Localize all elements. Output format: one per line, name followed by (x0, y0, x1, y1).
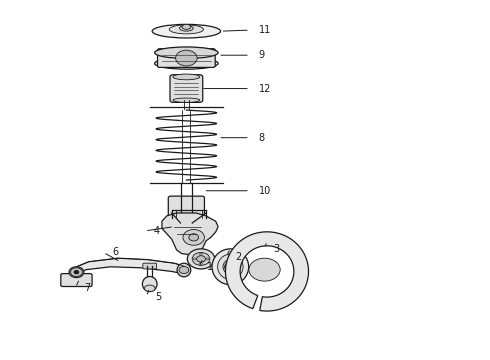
Circle shape (192, 252, 210, 265)
Ellipse shape (218, 254, 243, 279)
Text: 12: 12 (259, 84, 271, 94)
Text: 7: 7 (84, 283, 91, 293)
Polygon shape (225, 232, 309, 311)
Ellipse shape (173, 98, 200, 102)
Text: 10: 10 (259, 186, 271, 196)
Ellipse shape (155, 58, 218, 69)
Text: 11: 11 (259, 25, 271, 35)
Circle shape (199, 262, 202, 265)
Ellipse shape (177, 263, 191, 277)
Text: 2: 2 (235, 252, 242, 262)
Polygon shape (162, 213, 218, 255)
Circle shape (196, 256, 205, 262)
Ellipse shape (155, 47, 218, 58)
Polygon shape (76, 258, 184, 274)
Text: 1: 1 (207, 262, 214, 272)
Circle shape (224, 262, 236, 271)
FancyBboxPatch shape (170, 75, 203, 102)
Circle shape (189, 234, 198, 241)
Circle shape (206, 258, 209, 260)
Text: 9: 9 (259, 50, 265, 60)
Circle shape (74, 270, 79, 274)
FancyBboxPatch shape (61, 274, 92, 287)
FancyBboxPatch shape (143, 263, 157, 269)
Text: 8: 8 (259, 133, 265, 143)
Ellipse shape (182, 24, 191, 30)
Text: 4: 4 (154, 226, 160, 236)
Ellipse shape (69, 267, 84, 278)
Text: 5: 5 (155, 292, 161, 302)
Ellipse shape (169, 25, 203, 34)
Ellipse shape (179, 26, 193, 31)
Ellipse shape (152, 24, 220, 38)
Circle shape (249, 258, 280, 281)
Circle shape (187, 249, 215, 269)
Ellipse shape (173, 74, 200, 80)
Text: 6: 6 (112, 247, 118, 257)
Text: 3: 3 (273, 244, 279, 254)
Circle shape (193, 258, 196, 260)
Circle shape (199, 253, 202, 255)
Circle shape (183, 229, 204, 245)
Ellipse shape (143, 276, 157, 292)
Circle shape (71, 268, 82, 276)
Ellipse shape (223, 260, 238, 274)
Circle shape (175, 50, 197, 66)
Ellipse shape (212, 249, 248, 285)
FancyBboxPatch shape (158, 49, 215, 67)
Circle shape (179, 266, 189, 274)
FancyBboxPatch shape (168, 196, 204, 225)
Ellipse shape (145, 285, 155, 292)
